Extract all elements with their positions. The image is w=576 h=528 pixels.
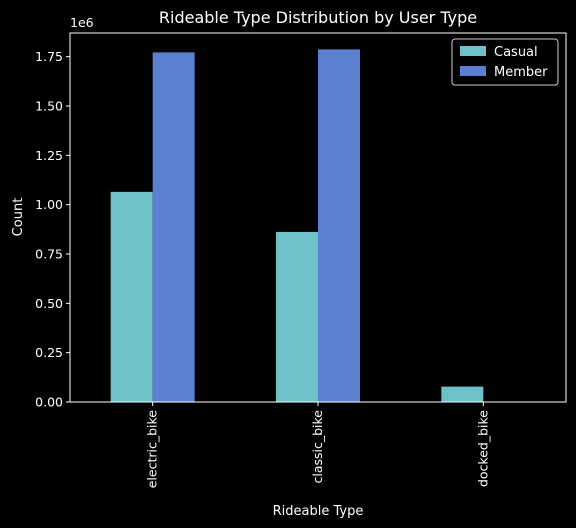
x-tick-label-docked-bike: docked_bike bbox=[475, 410, 490, 487]
x-axis-label: Rideable Type bbox=[273, 504, 364, 519]
legend: Casual Member bbox=[451, 38, 559, 86]
y-tick-label: 1.75 bbox=[35, 49, 63, 64]
y-tick-label: 0.50 bbox=[35, 296, 63, 311]
y-tick-label: 0.25 bbox=[35, 345, 63, 360]
bar-casual-docked-bike bbox=[441, 386, 484, 402]
bar-casual-electric-bike bbox=[110, 191, 153, 402]
y-tick-label: 0.00 bbox=[35, 395, 63, 410]
legend-label-member: Member bbox=[494, 65, 548, 80]
y-tick-label: 1.50 bbox=[35, 99, 63, 114]
legend-swatch-member bbox=[460, 66, 486, 76]
chart-title: Rideable Type Distribution by User Type bbox=[159, 8, 477, 27]
y-multiplier-label: 1e6 bbox=[70, 15, 94, 30]
y-tick-label: 1.00 bbox=[35, 197, 63, 212]
x-tick-label-classic-bike: classic_bike bbox=[310, 410, 325, 484]
legend-label-casual: Casual bbox=[494, 45, 538, 60]
y-tick-label: 0.75 bbox=[35, 247, 63, 262]
bar-casual-classic-bike bbox=[276, 231, 318, 402]
x-tick-label-electric-bike: electric_bike bbox=[145, 410, 160, 489]
y-axis-label: Count bbox=[11, 198, 26, 237]
bar-member-electric-bike bbox=[152, 52, 195, 403]
plot-area: electric_bike classic_bike docked_bike 0.00… bbox=[35, 49, 490, 488]
y-tick-label: 1.25 bbox=[35, 148, 63, 163]
legend-swatch-casual bbox=[460, 46, 486, 56]
plot-frame bbox=[69, 32, 567, 403]
bar-member-classic-bike bbox=[318, 49, 360, 402]
